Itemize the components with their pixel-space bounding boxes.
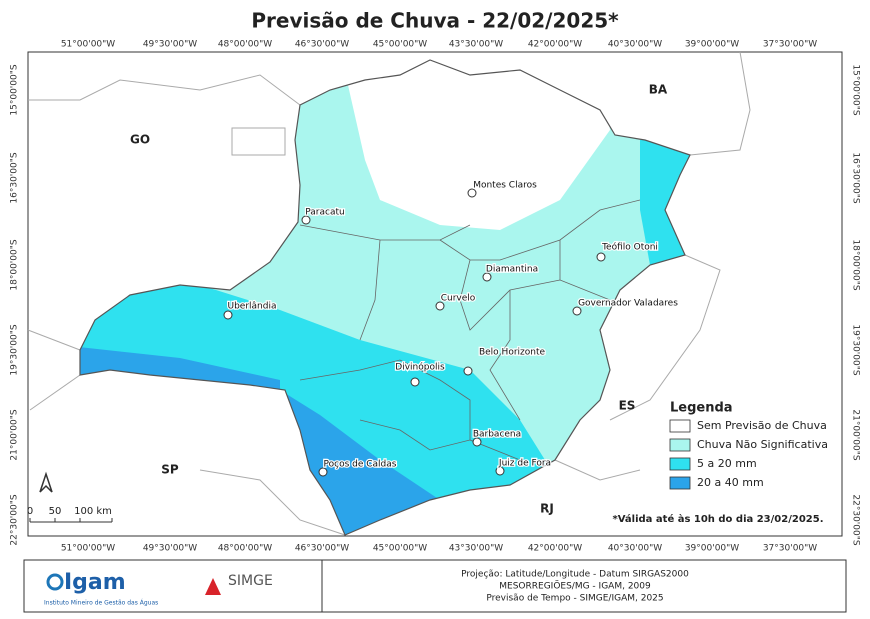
city-label: Diamantina	[486, 265, 538, 275]
city-label: Poços de Caldas	[324, 460, 397, 470]
city-label: Divinópolis	[395, 362, 445, 373]
longitude-label: 42°00'00"W	[528, 40, 582, 50]
legend-label: Chuva Não Significativa	[697, 438, 828, 451]
simge-icon	[205, 578, 221, 595]
latitude-label: 19°30'00"S	[10, 324, 20, 375]
city-label: Curvelo	[441, 294, 476, 304]
city-marker	[301, 215, 311, 225]
longitude-label: 43°30'00"W	[449, 544, 503, 554]
latitude-label: 19°30'00"S	[851, 324, 861, 375]
latitude-label: 16°30'00"S	[10, 152, 20, 203]
neighbor-borders	[27, 51, 751, 536]
city-marker	[596, 252, 606, 262]
longitude-label: 45°00'00"W	[373, 40, 427, 50]
footer-box	[23, 559, 847, 613]
igam-subtitle: Instituto Mineiro de Gestão das Águas	[44, 600, 158, 607]
region-borders	[299, 199, 641, 461]
igam-icon	[46, 573, 64, 591]
state-label: SP	[161, 463, 179, 477]
longitude-label: 51°00'00"W	[61, 40, 115, 50]
latitude-label: 16°30'00"S	[851, 152, 861, 203]
city-marker	[318, 467, 328, 477]
latitude-label: 18°00'00"S	[851, 239, 861, 290]
city-marker	[495, 466, 505, 476]
city-label: Teófilo Otoni	[601, 242, 658, 253]
legend-label: 5 a 20 mm	[697, 457, 757, 470]
longitude-label: 42°00'00"W	[528, 544, 582, 554]
north-arrow	[39, 471, 53, 493]
state-label: ES	[619, 399, 636, 413]
city-label: Uberlândia	[228, 302, 277, 312]
longitude-label: 37°30'00"W	[763, 544, 817, 554]
latitude-label: 22°30'00"S	[851, 494, 861, 545]
longitude-label: 40°30'00"W	[608, 40, 662, 50]
longitude-label: 51°00'00"W	[61, 544, 115, 554]
longitude-label: 49°30'00"W	[143, 40, 197, 50]
city-marker	[467, 188, 477, 198]
scale-label: 0	[27, 506, 33, 517]
validity-note: *Válida até às 10h do dia 23/02/2025.	[613, 513, 824, 525]
city-label: Paracatu	[305, 208, 344, 218]
city-marker	[463, 366, 473, 376]
city-label: Montes Claros	[473, 181, 537, 191]
scale-label: 50	[49, 506, 62, 517]
state-label: BA	[649, 83, 668, 97]
credit-line: Projeção: Latitude/Longitude - Datum SIR…	[461, 570, 689, 580]
legend-title: Legenda	[670, 401, 733, 416]
longitude-label: 46°30'00"W	[295, 40, 349, 50]
legend-swatch	[669, 419, 691, 433]
latitude-label: 21°00'00"S	[851, 409, 861, 460]
scale-bar: 0 50 100 km	[27, 506, 113, 523]
city-marker	[572, 306, 582, 316]
legend-swatch	[669, 457, 691, 471]
legend-label: Sem Previsão de Chuva	[697, 419, 827, 432]
simge-logo: SIMGE	[228, 573, 273, 589]
latitude-label: 22°30'00"S	[10, 494, 20, 545]
city-marker	[472, 437, 482, 447]
longitude-label: 49°30'00"W	[143, 544, 197, 554]
map-title: Previsão de Chuva - 22/02/2025*	[251, 9, 619, 33]
latitude-label: 15°00'00"S	[10, 64, 20, 115]
city-label: Barbacena	[473, 430, 521, 440]
scale-label: 100 km	[74, 506, 112, 517]
latitude-label: 18°00'00"S	[10, 239, 20, 290]
longitude-label: 46°30'00"W	[295, 544, 349, 554]
city-marker	[223, 310, 233, 320]
zone-none	[340, 60, 610, 230]
city-marker	[410, 377, 420, 387]
legend-swatch	[669, 476, 691, 490]
longitude-label: 43°30'00"W	[449, 40, 503, 50]
credit-line: Previsão de Tempo - SIMGE/IGAM, 2025	[486, 594, 663, 604]
legend-label: 20 a 40 mm	[697, 476, 764, 489]
latitude-label: 21°00'00"S	[10, 409, 20, 460]
longitude-label: 48°00'00"W	[218, 40, 272, 50]
latitude-label: 15°00'00"S	[851, 64, 861, 115]
longitude-label: 39°00'00"W	[685, 40, 739, 50]
longitude-label: 37°30'00"W	[763, 40, 817, 50]
state-label: RJ	[540, 502, 554, 516]
city-marker	[435, 301, 445, 311]
igam-logo: Igam	[64, 570, 126, 595]
city-label: Governador Valadares	[578, 299, 678, 309]
city-label: Belo Horizonte	[479, 348, 546, 358]
city-label: Juiz de Fora	[498, 459, 551, 469]
longitude-label: 48°00'00"W	[218, 544, 272, 554]
city-marker	[482, 272, 492, 282]
legend-swatch	[669, 438, 691, 452]
state-label: GO	[130, 133, 150, 147]
credit-line: MESORREGIÕES/MG - IGAM, 2009	[499, 580, 651, 592]
longitude-label: 39°00'00"W	[685, 544, 739, 554]
longitude-label: 40°30'00"W	[608, 544, 662, 554]
longitude-label: 45°00'00"W	[373, 544, 427, 554]
